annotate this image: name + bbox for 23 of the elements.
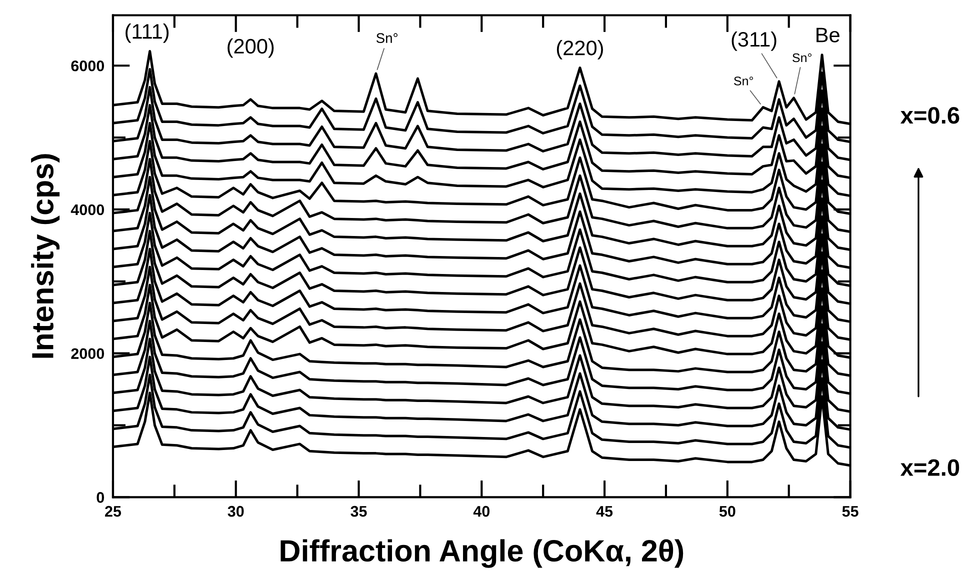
y-tick-label: 4000: [70, 204, 104, 216]
annotation: (200): [228, 38, 274, 58]
annotation: Sn°: [734, 76, 753, 86]
annotation: Be: [816, 28, 840, 42]
annotation: (220): [556, 40, 603, 60]
annotation: (311): [732, 31, 776, 51]
x-tick-label: 25: [105, 506, 122, 517]
y-tick-label: 2000: [71, 348, 104, 360]
x-tick-label: 55: [842, 506, 858, 517]
x-tick-label: 40: [473, 506, 490, 517]
annotation: (111): [126, 23, 169, 43]
y-tick-label: 0: [96, 492, 104, 503]
text: x=0.6: [900, 107, 960, 124]
x-axis-title: Diffraction Angle (CoKα, 2θ): [280, 539, 684, 568]
y-axis-title: Intensity (cps): [31, 154, 60, 358]
annotation: Sn°: [792, 53, 812, 62]
x-tick-label: 35: [350, 506, 367, 517]
x-tick-label: 30: [228, 506, 244, 517]
text: x=2.0: [900, 459, 960, 476]
annotation: Sn°: [376, 33, 398, 43]
x-tick-label: 50: [719, 506, 736, 517]
x-tick-label: 45: [596, 506, 613, 517]
y-tick-label: 6000: [71, 60, 104, 72]
